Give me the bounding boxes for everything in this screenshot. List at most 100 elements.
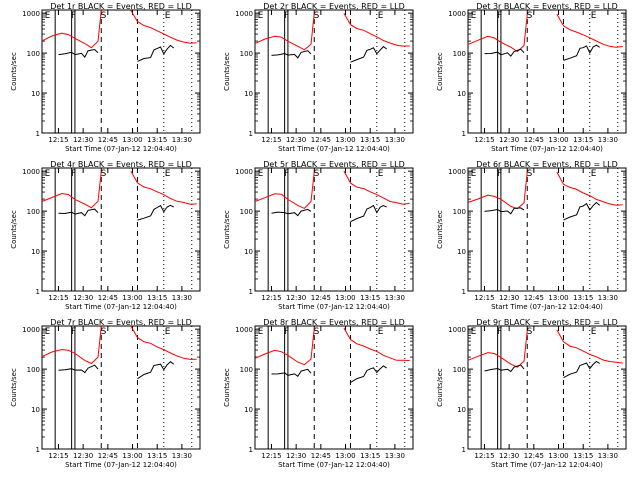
x-tick-label: 12:45 xyxy=(524,452,544,460)
y-tick-label: 1 xyxy=(36,130,40,138)
panel-title: Det 1r BLACK = Events, RED = LLD xyxy=(50,2,192,11)
x-axis-label: Start Time (07-Jan-12 12:04:40) xyxy=(491,461,603,469)
x-tick-label: 12:30 xyxy=(73,452,93,460)
lld-series-line xyxy=(556,13,623,48)
lld-series-line xyxy=(254,327,315,366)
y-tick-label: 1 xyxy=(249,288,253,296)
x-tick-label: 12:45 xyxy=(311,294,331,302)
x-tick-label: 13:00 xyxy=(122,452,142,460)
x-tick-label: 13:15 xyxy=(573,136,593,144)
detector-panel-2: Det 2r BLACK = Events, RED = LLD 1 10 100 10… xyxy=(223,2,414,153)
lld-series-line xyxy=(467,330,528,368)
lld-series-line xyxy=(343,170,410,205)
marker-letter-S: S xyxy=(101,11,107,21)
x-tick-label: 13:30 xyxy=(172,452,192,460)
y-axis-label: Counts/sec xyxy=(436,210,444,249)
y-tick-label: 1 xyxy=(36,446,40,454)
marker-letter-E: E xyxy=(258,169,264,179)
lld-series-line xyxy=(254,171,315,210)
y-axis-label: Counts/sec xyxy=(223,368,231,407)
x-tick-label: 13:30 xyxy=(385,294,405,302)
marker-letter-S: S xyxy=(314,11,320,21)
plot-frame xyxy=(467,167,627,292)
panel-title: Det 2r BLACK = Events, RED = LLD xyxy=(263,2,405,11)
x-tick-label: 12:30 xyxy=(73,136,93,144)
x-axis-label: Start Time (07-Jan-12 12:04:40) xyxy=(278,461,390,469)
marker-letter-E: E xyxy=(378,11,384,21)
marker-letter-E: E xyxy=(165,11,171,21)
plot-frame xyxy=(41,167,201,292)
y-tick-label: 1000 xyxy=(22,168,40,176)
events-series-line xyxy=(58,48,99,58)
x-axis-label: Start Time (07-Jan-12 12:04:40) xyxy=(65,303,177,311)
lld-series-line xyxy=(130,10,197,44)
detector-panel-5: Det 5r BLACK = Events, RED = LLD 1 10 100 10… xyxy=(223,160,414,311)
y-tick-label: 1 xyxy=(249,446,253,454)
events-series-line xyxy=(484,364,525,373)
lld-series-line xyxy=(556,171,623,206)
lld-series-line xyxy=(343,12,410,47)
marker-letter-S: S xyxy=(314,169,320,179)
y-axis-label: Counts/sec xyxy=(223,52,231,91)
lld-series-line xyxy=(41,9,102,49)
marker-letter-F: F xyxy=(284,11,289,21)
plot-frame xyxy=(41,9,201,134)
lld-series-line xyxy=(41,171,102,209)
y-axis-label: Counts/sec xyxy=(10,52,18,91)
lld-series-line xyxy=(130,325,197,360)
x-tick-label: 13:30 xyxy=(598,452,618,460)
panel-title: Det 6r BLACK = Events, RED = LLD xyxy=(476,160,618,169)
x-tick-label: 13:15 xyxy=(360,136,380,144)
marker-letter-E: E xyxy=(378,169,384,179)
y-tick-label: 1 xyxy=(249,130,253,138)
x-tick-label: 13:00 xyxy=(122,294,142,302)
x-tick-label: 12:45 xyxy=(311,452,331,460)
y-tick-label: 1 xyxy=(36,288,40,296)
x-tick-label: 12:45 xyxy=(524,294,544,302)
y-tick-label: 100 xyxy=(240,366,253,374)
marker-letter-F: F xyxy=(71,327,76,337)
y-tick-label: 100 xyxy=(240,208,253,216)
y-axis-label: Counts/sec xyxy=(10,368,18,407)
marker-letter-F: F xyxy=(497,327,502,337)
marker-letter-E: E xyxy=(45,327,51,337)
x-tick-label: 13:15 xyxy=(360,452,380,460)
events-series-line xyxy=(563,201,601,221)
x-tick-label: 12:15 xyxy=(474,294,494,302)
x-tick-label: 13:30 xyxy=(598,136,618,144)
panel-title: Det 4r BLACK = Events, RED = LLD xyxy=(50,160,192,169)
plot-frame xyxy=(254,167,414,292)
x-tick-label: 12:45 xyxy=(311,136,331,144)
events-series-line xyxy=(563,360,600,379)
marker-letter-E: E xyxy=(45,169,51,179)
panel-title: Det 8r BLACK = Events, RED = LLD xyxy=(263,318,405,327)
x-tick-label: 12:30 xyxy=(499,452,519,460)
detector-panel-9: Det 9r BLACK = Events, RED = LLD 1 10 100 10… xyxy=(436,318,627,469)
y-tick-label: 100 xyxy=(453,366,466,374)
marker-letter-E: E xyxy=(471,169,477,179)
x-tick-label: 12:30 xyxy=(73,294,93,302)
lld-series-line xyxy=(254,12,315,51)
plot-frame xyxy=(254,9,414,134)
y-axis-label: Counts/sec xyxy=(436,52,444,91)
x-tick-label: 13:00 xyxy=(548,452,568,460)
x-tick-label: 13:00 xyxy=(548,136,568,144)
x-tick-label: 13:15 xyxy=(573,294,593,302)
x-tick-label: 13:15 xyxy=(360,294,380,302)
x-axis-label: Start Time (07-Jan-12 12:04:40) xyxy=(278,303,390,311)
x-tick-label: 13:30 xyxy=(172,294,192,302)
y-tick-label: 100 xyxy=(27,366,40,374)
x-tick-label: 13:30 xyxy=(385,452,405,460)
plot-frame xyxy=(41,325,201,450)
x-tick-label: 12:30 xyxy=(286,452,306,460)
y-tick-label: 1000 xyxy=(448,10,466,18)
x-axis-label: Start Time (07-Jan-12 12:04:40) xyxy=(278,145,390,153)
x-tick-label: 13:30 xyxy=(385,136,405,144)
y-tick-label: 100 xyxy=(240,50,253,58)
events-series-line xyxy=(563,44,600,61)
x-tick-label: 13:15 xyxy=(573,452,593,460)
events-series-line xyxy=(58,364,99,374)
y-tick-label: 10 xyxy=(457,90,466,98)
events-series-line xyxy=(484,48,525,57)
